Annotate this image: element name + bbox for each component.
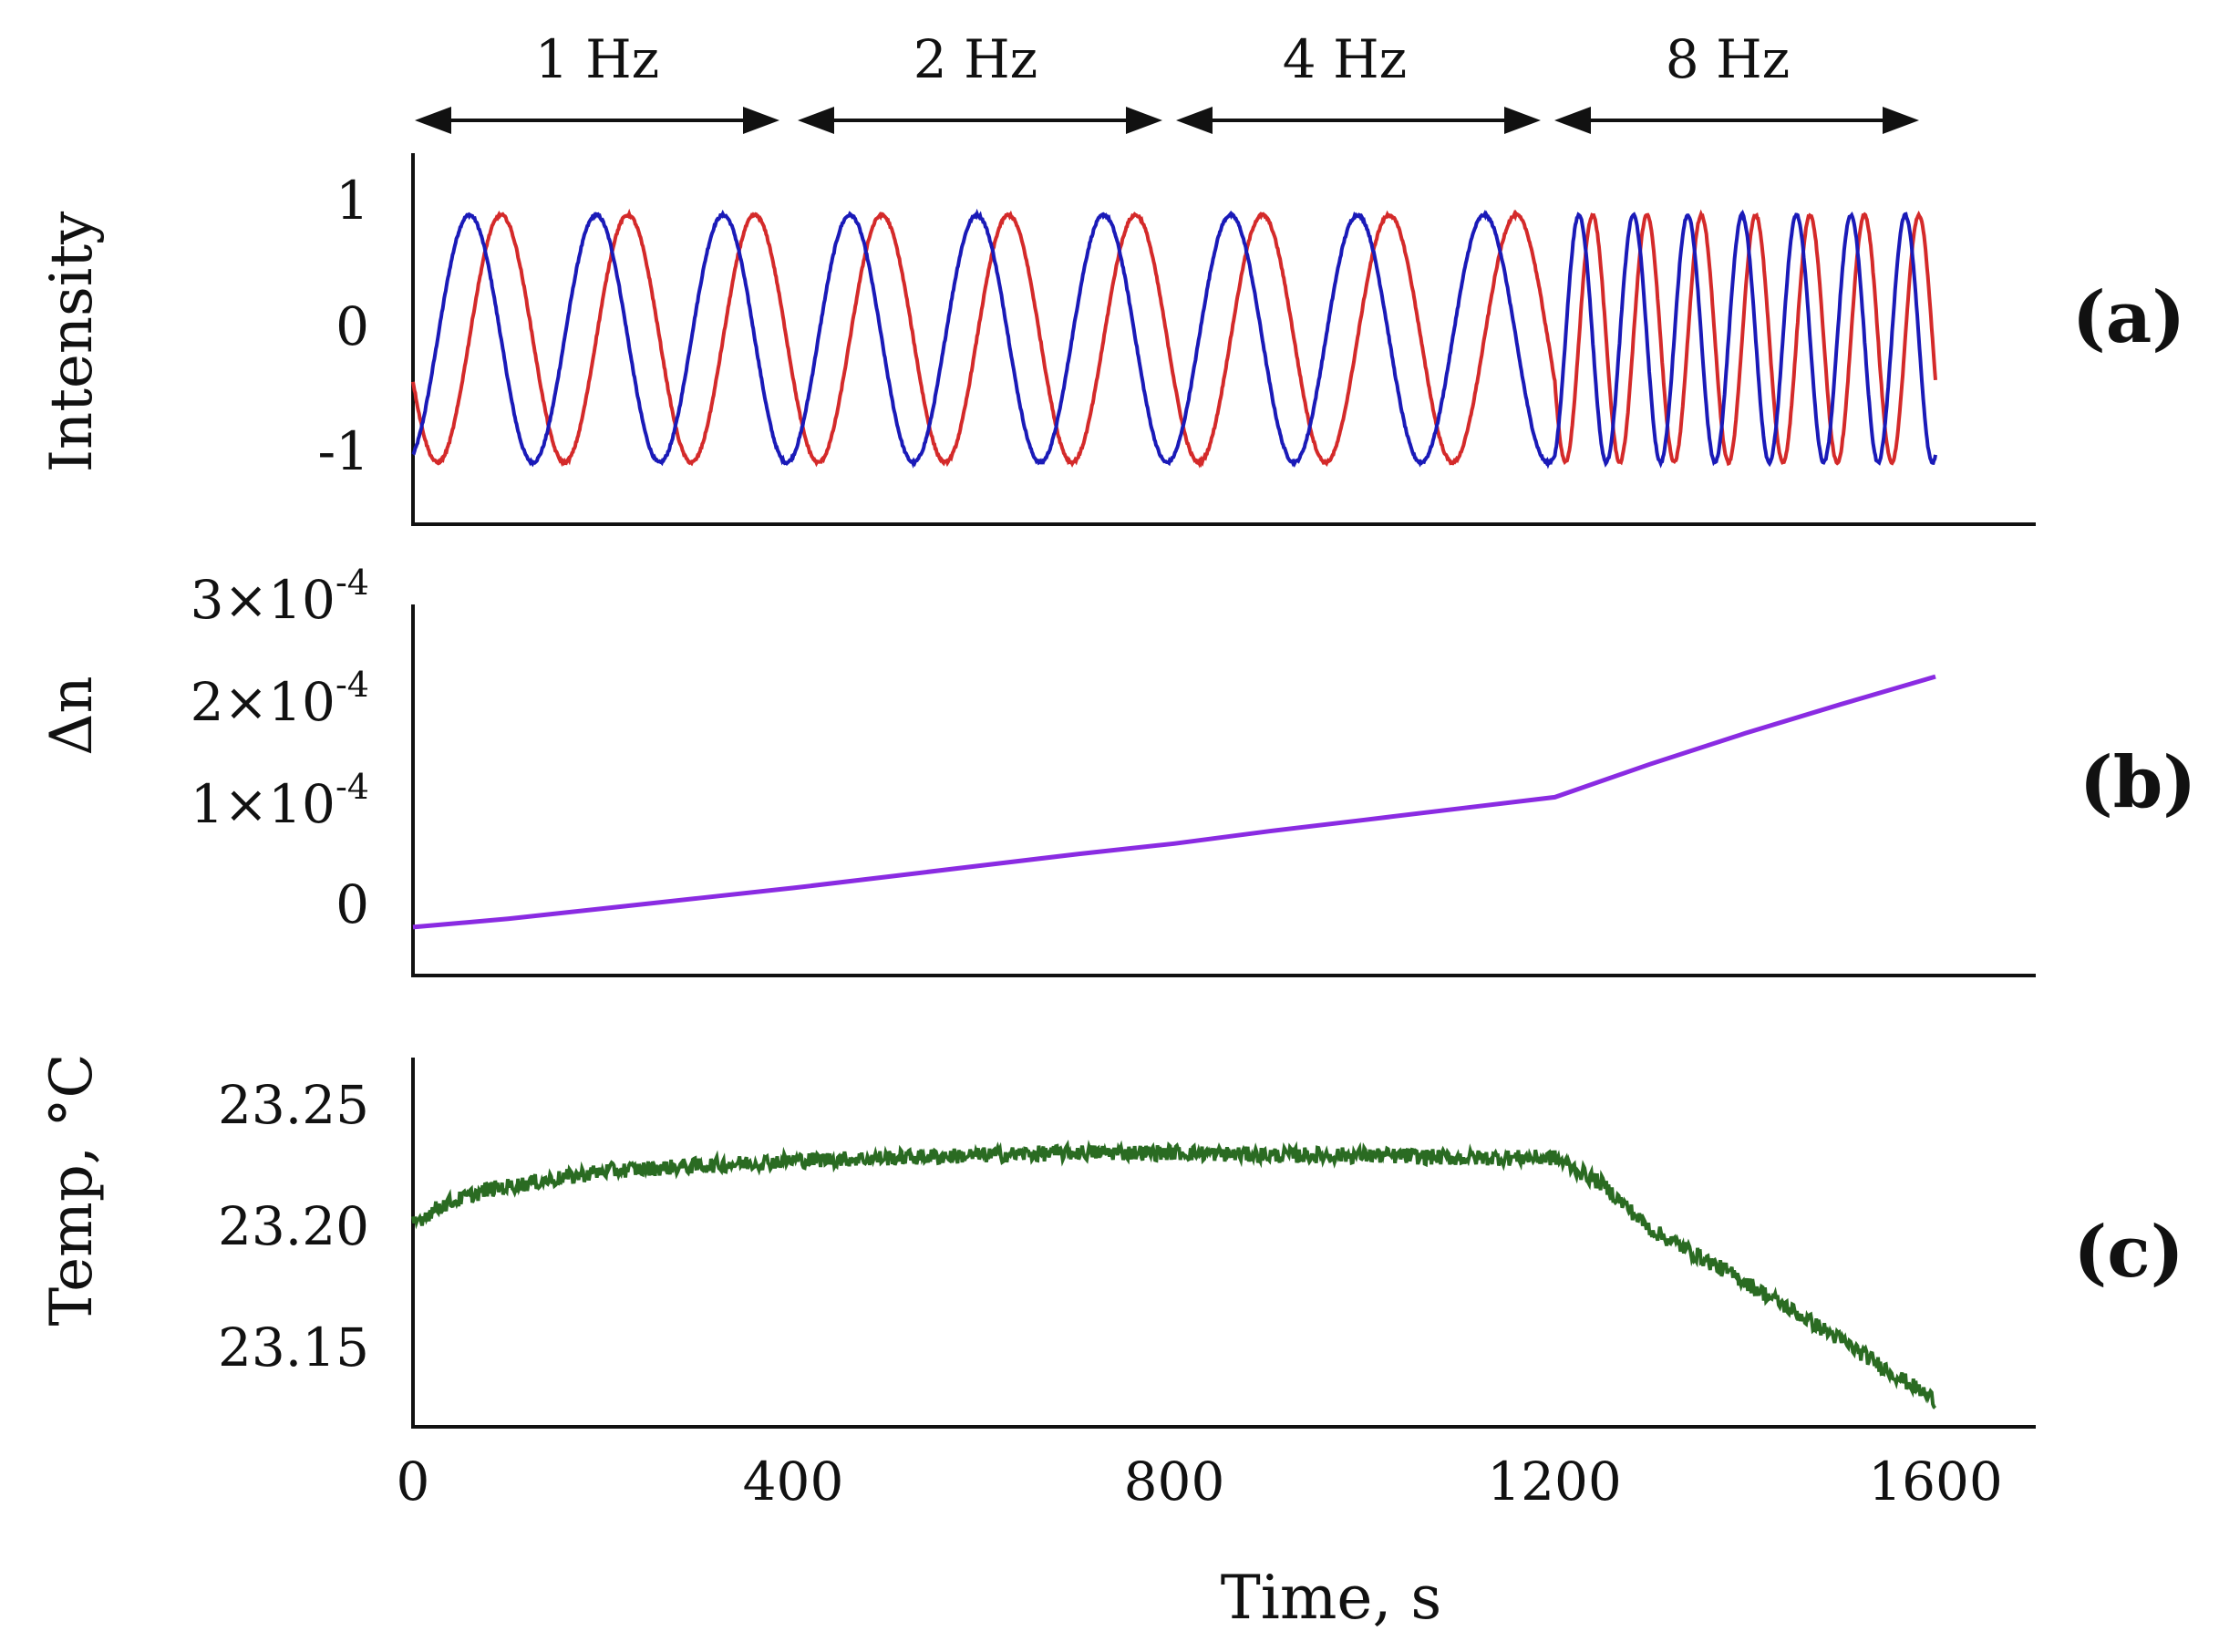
y-tick-label: -1 (318, 420, 370, 482)
band-8hz: 8 Hz (1554, 28, 1919, 134)
y-tick-label: 23.15 (218, 1316, 369, 1378)
y-tick-exponent: -4 (335, 665, 369, 705)
x-tick-label: 1600 (1868, 1451, 2003, 1513)
arrow-right-icon (1883, 107, 1919, 134)
panel-b-label: (b) (2080, 741, 2196, 824)
band-2hz: 2 Hz (798, 28, 1162, 134)
x-tick-label: 0 (397, 1451, 430, 1513)
arrow-left-icon (798, 107, 834, 134)
panel-b-axes (411, 604, 2036, 977)
x-axis-label: Time, s (1221, 1563, 1442, 1633)
x-tick-label: 400 (743, 1451, 844, 1513)
panel-b: Δn 3×10-4 2×10-4 1×10-4 0 (b) (38, 563, 2196, 977)
y-tick-exponent: -4 (335, 767, 369, 807)
panel-a-axes (411, 153, 2036, 526)
temperature-line (411, 1139, 1937, 1409)
arrow-left-icon (415, 107, 451, 134)
y-tick-mantissa: 3×10 (191, 569, 335, 631)
x-tick-label: 800 (1124, 1451, 1225, 1513)
band-label: 1 Hz (535, 28, 659, 90)
y-tick-label: 0 (335, 873, 369, 935)
panel-b-ylabel: Δn (38, 676, 106, 755)
panel-c: Temp, °C 23.25 23.20 23.15 (c) (38, 1054, 2184, 1429)
x-tick-label: 1200 (1487, 1451, 1622, 1513)
panel-c-label: (c) (2073, 1211, 2183, 1294)
panel-a-ylabel: Intensity (38, 212, 106, 473)
panel-c-axes (411, 1058, 2036, 1429)
y-tick-label: 1×10-4 (191, 767, 369, 835)
panel-a: Intensity 1 0 -1 (a) (38, 153, 2185, 526)
panel-a-label: (a) (2072, 276, 2185, 359)
arrow-right-icon (1504, 107, 1541, 134)
panel-c-ylabel: Temp, °C (38, 1054, 106, 1327)
y-tick-label: 0 (335, 295, 369, 357)
band-4hz: 4 Hz (1176, 28, 1541, 134)
y-tick-mantissa: 2×10 (191, 671, 335, 733)
series-blue-line (411, 208, 1937, 470)
arrow-right-icon (1126, 107, 1162, 134)
y-tick-label: 23.20 (218, 1195, 369, 1257)
y-tick-label: 2×10-4 (191, 665, 369, 733)
arrow-left-icon (1176, 107, 1213, 134)
band-label: 2 Hz (913, 28, 1037, 90)
frequency-bands: 1 Hz 2 Hz 4 Hz 8 Hz (415, 28, 1919, 134)
y-tick-label: 3×10-4 (191, 563, 369, 631)
arrow-left-icon (1554, 107, 1591, 134)
series-red-line (411, 208, 1937, 469)
x-axis: 0 400 800 1200 1600 Time, s (397, 1451, 2003, 1633)
y-tick-exponent: -4 (335, 563, 369, 603)
y-tick-label: 1 (335, 170, 369, 232)
y-tick-label: 23.25 (218, 1074, 369, 1136)
band-label: 8 Hz (1666, 28, 1790, 90)
arrow-right-icon (743, 107, 779, 134)
y-tick-mantissa: 1×10 (191, 773, 335, 835)
delta-n-line (412, 674, 1936, 930)
band-1hz: 1 Hz (415, 28, 779, 134)
band-label: 4 Hz (1283, 28, 1407, 90)
